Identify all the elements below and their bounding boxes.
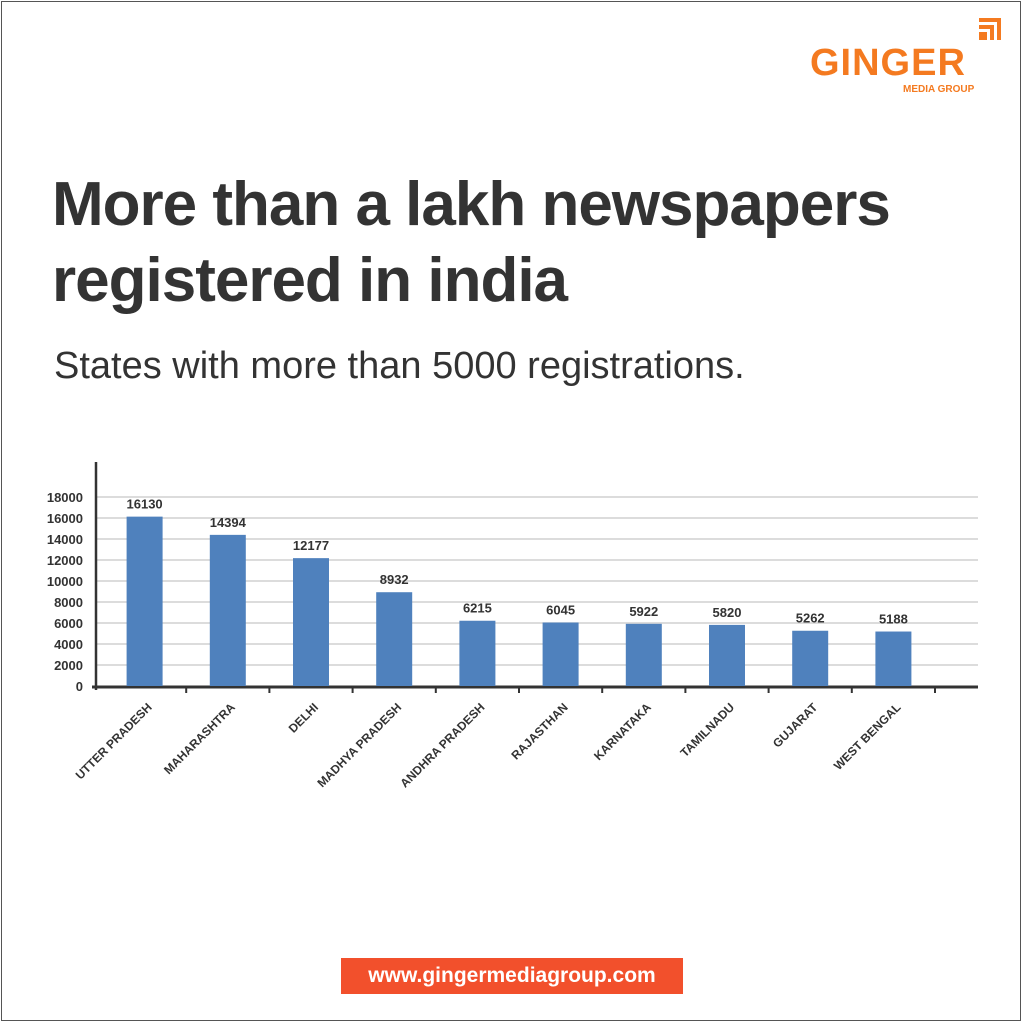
bar xyxy=(293,558,329,686)
logo-text: GINGER xyxy=(810,42,966,84)
data-label: 12177 xyxy=(293,538,329,553)
logo-mark-icon xyxy=(979,18,1001,40)
subtitle: States with more than 5000 registrations… xyxy=(54,345,745,387)
x-category-label: RAJASTHAN xyxy=(508,700,570,762)
y-tick-label: 10000 xyxy=(47,574,83,589)
y-tick-label: 16000 xyxy=(47,511,83,526)
data-label: 5188 xyxy=(879,612,908,627)
bar xyxy=(209,534,246,686)
bar xyxy=(875,631,912,686)
x-category-label: KARNATAKA xyxy=(591,700,654,763)
bar xyxy=(709,624,745,686)
title-line-2: registered in india xyxy=(52,246,568,315)
footer-url[interactable]: www.gingermediagroup.com xyxy=(341,958,683,994)
x-category-label: ANDHRA PRADESH xyxy=(397,700,487,790)
data-label: 5820 xyxy=(713,605,742,620)
data-label: 8932 xyxy=(380,572,409,587)
x-category-label: MAHARASHTRA xyxy=(161,700,238,777)
data-label: 6215 xyxy=(463,601,492,616)
bar xyxy=(625,623,662,686)
bar-chart: 0 2000 4000 6000 8000 10000 12000 14000 16000 180… xyxy=(47,462,978,790)
y-tick-label: 12000 xyxy=(47,553,83,568)
bar xyxy=(376,592,413,686)
y-tick-label: 2000 xyxy=(54,658,83,673)
x-category-label: DELHI xyxy=(286,700,321,735)
data-label: 5922 xyxy=(629,604,658,619)
bar xyxy=(126,516,163,686)
logo-subtext: MEDIA GROUP xyxy=(903,84,975,95)
data-label: 6045 xyxy=(546,603,575,618)
x-category-label: WEST BENGAL xyxy=(831,700,904,773)
x-category-label: GUJARAT xyxy=(770,700,821,751)
x-category-label: TAMILNADU xyxy=(677,700,737,760)
ginger-logo: GINGER MEDIA GROUP xyxy=(808,14,1008,98)
x-category-label: UTTER PRADESH xyxy=(73,700,155,782)
bar xyxy=(792,630,829,686)
x-category-label: MADHYA PRADESH xyxy=(314,700,404,790)
y-tick-label: 18000 xyxy=(47,490,83,505)
bar xyxy=(542,622,579,686)
y-tick-label: 14000 xyxy=(47,532,83,547)
data-label: 14394 xyxy=(210,515,247,530)
data-label: 16130 xyxy=(127,497,163,512)
data-label: 5262 xyxy=(796,611,825,626)
title-line-1: More than a lakh newspapers xyxy=(52,170,891,239)
y-tick-label: 6000 xyxy=(54,616,83,631)
y-tick-label: 4000 xyxy=(54,637,83,652)
y-tick-label: 0 xyxy=(76,679,83,694)
y-tick-label: 8000 xyxy=(54,595,83,610)
bar xyxy=(459,620,496,686)
